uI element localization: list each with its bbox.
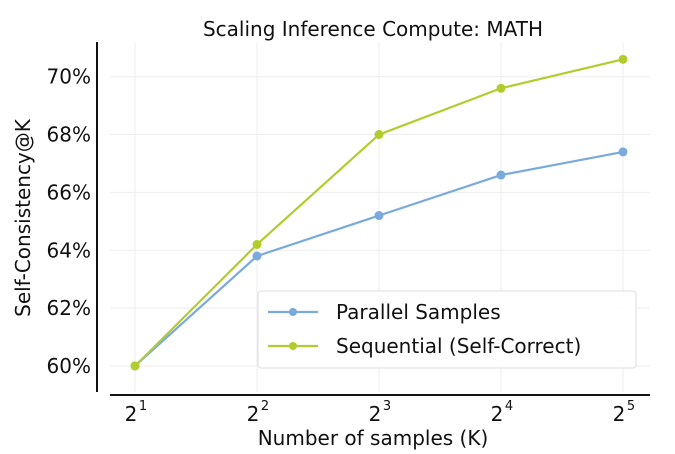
data-point [618, 54, 628, 64]
x-tick-exponent: 4 [505, 399, 513, 414]
data-point [618, 147, 628, 157]
data-point [374, 130, 384, 140]
chart-title: Scaling Inference Compute: MATH [203, 17, 543, 41]
x-tick-exponent: 2 [261, 399, 269, 414]
y-tick-label: 60% [47, 354, 91, 378]
x-axis-label: Number of samples (K) [258, 426, 489, 450]
y-tick-label: 62% [47, 296, 91, 320]
x-tick-exponent: 3 [383, 399, 391, 414]
legend-marker [289, 342, 297, 350]
y-tick-label: 68% [47, 123, 91, 147]
y-tick-label: 70% [47, 65, 91, 89]
legend-label: Sequential (Self-Correct) [336, 334, 581, 358]
legend-label: Parallel Samples [336, 300, 501, 324]
data-point [130, 361, 140, 371]
y-tick-label: 66% [47, 180, 91, 204]
legend: Parallel Samples Sequential (Self-Correct… [257, 290, 637, 369]
x-tick-exponent: 5 [627, 399, 635, 414]
legend-box [257, 290, 637, 369]
x-tick-exponent: 1 [139, 399, 147, 414]
x-tick-label: 2 [491, 402, 504, 426]
data-point [496, 83, 506, 93]
x-tick-label: 2 [613, 402, 626, 426]
x-tick-label: 2 [247, 402, 260, 426]
data-point [374, 211, 384, 221]
data-point [496, 170, 506, 180]
x-tick-label: 2 [125, 402, 138, 426]
data-point [252, 251, 262, 261]
data-point [252, 239, 262, 249]
y-tick-label: 64% [47, 238, 91, 262]
y-axis-label: Self-Consistency@K [11, 118, 35, 317]
legend-marker [289, 308, 297, 316]
x-tick-label: 2 [369, 402, 382, 426]
